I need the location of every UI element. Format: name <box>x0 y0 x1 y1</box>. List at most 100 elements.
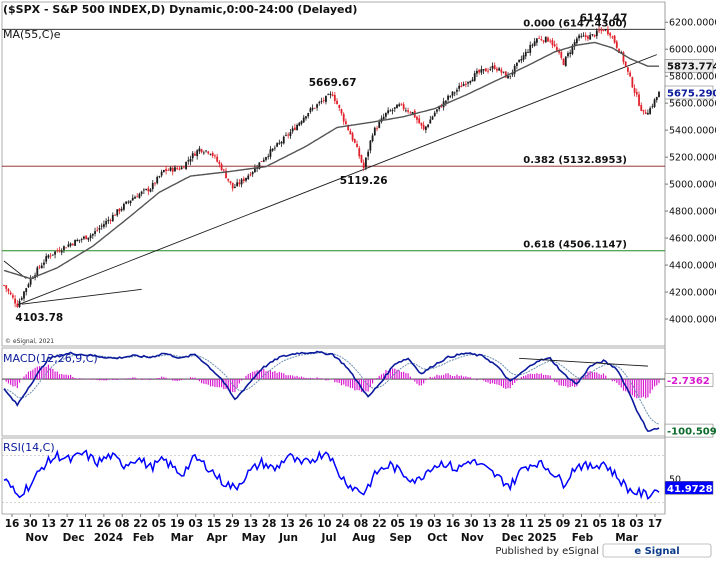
candle <box>154 182 156 187</box>
time-tick-label: 24 <box>335 518 350 530</box>
candle-body <box>54 251 56 255</box>
time-month-label: Nov <box>461 532 484 544</box>
candle <box>325 95 327 105</box>
candle-body <box>165 168 167 171</box>
candle <box>433 110 436 117</box>
candle <box>40 262 43 269</box>
candle-body <box>378 121 381 128</box>
svg-text:e Signal: e Signal <box>634 546 679 557</box>
fib-level-label: 0.618 (4506.1147) <box>523 240 627 251</box>
ma-value-box: 5873.7742 <box>664 58 716 73</box>
candle-body <box>533 41 536 46</box>
candle-body <box>207 151 210 154</box>
candle <box>420 122 423 129</box>
candle-body <box>249 174 252 176</box>
candle <box>189 155 192 166</box>
candle <box>265 156 267 162</box>
candle <box>236 178 239 187</box>
price-axis: 6200.0000 6000.0000 5800.0000 5600.0000 5400… <box>665 18 716 326</box>
time-month-label: Feb <box>133 532 155 544</box>
time-tick-label: 21 <box>574 518 589 530</box>
candle <box>200 148 203 154</box>
candle <box>76 238 79 242</box>
candle-body <box>622 52 625 63</box>
candle-body <box>138 193 141 198</box>
candle <box>416 115 418 124</box>
time-tick-label: 29 <box>225 518 240 530</box>
time-month-label: Feb <box>572 532 594 544</box>
candle-body <box>360 155 363 163</box>
candle-body <box>431 116 434 120</box>
candle-body <box>607 29 609 35</box>
candle <box>356 140 358 148</box>
candle-body <box>87 237 90 240</box>
candle-body <box>169 167 172 171</box>
candle <box>431 115 434 121</box>
candle <box>38 264 41 270</box>
candle <box>182 165 185 169</box>
macd-legend: MACD(12,26,9,C) <box>3 352 98 365</box>
candle <box>298 121 301 127</box>
candle-body <box>65 247 68 249</box>
candle-body <box>96 229 99 231</box>
candle <box>20 296 23 301</box>
price-tick-label: 5600.0000 <box>669 99 716 110</box>
candle-body <box>234 186 236 188</box>
candle <box>538 35 541 39</box>
candle-body <box>51 254 54 256</box>
candle-body <box>449 95 452 97</box>
candle-body <box>5 285 8 289</box>
candle-body <box>105 221 108 225</box>
candle-body <box>480 69 483 73</box>
candle <box>531 43 534 49</box>
candle-body <box>613 35 616 43</box>
time-tick-label: 22 <box>133 518 148 530</box>
macd-last-box: -100.5099 <box>664 423 716 438</box>
candle <box>240 177 243 188</box>
candle <box>305 115 307 121</box>
candle <box>524 48 527 60</box>
ma-legend: MA(55,C)e <box>3 28 61 41</box>
candle-body <box>80 239 83 240</box>
candle <box>535 37 538 46</box>
candle <box>120 206 123 212</box>
price-annotation: 5669.67 <box>309 77 357 89</box>
candle <box>307 112 310 119</box>
candle-body <box>509 75 512 77</box>
candle-body <box>94 231 96 234</box>
candle-body <box>127 201 130 203</box>
candle-body <box>114 214 116 216</box>
candle-body <box>598 30 600 32</box>
time-tick-label: 25 <box>537 518 552 530</box>
candle-body <box>376 128 378 130</box>
candle <box>229 180 232 185</box>
candle <box>63 245 65 254</box>
candle-body <box>89 235 92 238</box>
candle-body <box>365 157 367 168</box>
candle <box>247 173 250 180</box>
candle-body <box>562 58 565 65</box>
candle <box>25 287 28 296</box>
candle <box>58 246 61 253</box>
candle-body <box>635 92 638 95</box>
candle-body <box>129 200 132 204</box>
price-annotation: 4103.78 <box>15 312 63 324</box>
candle-body <box>194 153 196 156</box>
candle-body <box>353 139 356 143</box>
time-tick-label: 19 <box>409 518 424 530</box>
rsi-last-box-text: 41.9728 <box>667 484 713 495</box>
candle-body <box>653 99 656 107</box>
candle-body <box>340 109 343 114</box>
candle-body <box>500 69 503 73</box>
candle <box>71 243 74 247</box>
candle <box>404 107 407 113</box>
moving-average-line <box>3 41 659 280</box>
candle <box>424 126 427 134</box>
candle-body <box>49 255 52 257</box>
candle-body <box>9 292 12 295</box>
candle <box>640 102 643 112</box>
candle <box>311 104 314 112</box>
candle <box>600 27 603 35</box>
